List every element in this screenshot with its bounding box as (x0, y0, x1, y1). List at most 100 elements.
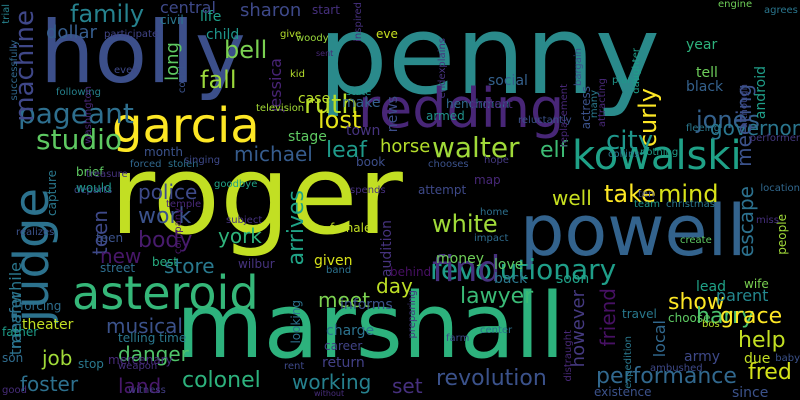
word-stop: stop (78, 358, 104, 370)
word-escape: escape (736, 186, 756, 257)
word-capture: capture (46, 170, 58, 216)
word-goodbye: goodbye (214, 180, 257, 190)
word-company: company (174, 208, 184, 254)
word-map: map (474, 174, 501, 186)
word-nothing: nothing (640, 148, 678, 158)
word-fleeing: fleeing (686, 124, 720, 134)
word-following: following (56, 88, 101, 98)
word-body: body (138, 230, 192, 252)
word-ten: ten (638, 190, 654, 200)
word-home: home (480, 208, 508, 218)
word-father: father (2, 326, 38, 338)
word-behind: behind (390, 266, 431, 278)
word-looking: looking (290, 300, 302, 344)
word-help: help (738, 330, 786, 352)
word-street: street (100, 262, 135, 274)
word-wife: wife (744, 278, 769, 290)
word-location: location (760, 184, 800, 194)
word-washington: washington (84, 86, 94, 144)
word-month: month (144, 146, 183, 158)
word-even: even (114, 66, 139, 76)
word-distraught: distraught (564, 330, 574, 381)
word-could: could (178, 66, 188, 93)
word-weapon: weapon (118, 362, 157, 372)
word-trial: trial (2, 4, 12, 24)
word-woody: woody (296, 34, 329, 44)
word-participate: participate (104, 30, 158, 40)
word-would: would (76, 182, 112, 194)
word-attempt: attempt (418, 184, 466, 196)
word-lead: lead (696, 280, 726, 294)
word-spends: spends (350, 186, 386, 196)
word-engine: engine (718, 0, 752, 10)
word-studio: studio (36, 126, 122, 154)
word-local: local (652, 320, 668, 357)
word-realizes: realizes (16, 228, 54, 238)
word-baby: baby (775, 354, 800, 364)
word-black: black (686, 80, 723, 94)
word-bos: bos (702, 320, 720, 330)
word-singing: singing (184, 156, 220, 166)
word-chooses: chooses (428, 160, 469, 170)
word-audition: audition (380, 220, 394, 277)
word-stage: stage (288, 130, 327, 144)
word-expedition: expedition (624, 336, 634, 389)
word-york: york (218, 226, 262, 246)
word-collins: collins (608, 150, 640, 160)
word-money: money (436, 252, 484, 266)
word-revolution: revolution (436, 368, 547, 390)
word-kid: kid (290, 70, 305, 80)
word-protest: protest (470, 98, 513, 110)
word-make: make (342, 96, 380, 110)
word-reluctantly: reluctantly (518, 116, 572, 126)
word-team: team (634, 200, 660, 210)
word-foster: foster (20, 374, 78, 394)
word-treasure: treasure (86, 170, 128, 180)
word-lawyer: lawyer (460, 286, 533, 308)
word-band: band (326, 266, 351, 276)
word-son: son (2, 352, 23, 364)
word-android: android (754, 66, 768, 119)
word-due: due (744, 352, 770, 366)
word-return: return (322, 356, 365, 370)
word-subject: subject (226, 216, 262, 226)
word-back: back (494, 272, 527, 286)
word-set: set (392, 376, 423, 396)
word-preparing: preparing (408, 290, 418, 338)
word-center: center (480, 326, 512, 336)
word-social: social (488, 74, 528, 88)
word-create: create (680, 236, 712, 246)
word-successfully: successfully (10, 40, 20, 100)
word-rent: rent (284, 362, 304, 372)
word-farm: farm (446, 334, 469, 344)
word-love: love (494, 258, 523, 272)
word-endexplains: endexplains (438, 38, 448, 98)
word-inspired: inspired (354, 2, 364, 42)
word-news: news (386, 96, 400, 132)
word-since: since (732, 386, 768, 400)
word-best: best (152, 256, 178, 268)
word-witness: witness (128, 386, 166, 396)
word-town: town (346, 124, 380, 138)
word-child: child (206, 28, 239, 42)
word-grace: grace (720, 306, 782, 328)
word-friend: friend (598, 288, 618, 347)
word-teen-small: teen (96, 232, 123, 244)
word-state: state (346, 88, 371, 98)
word-female: female (330, 222, 371, 234)
word-start: start (312, 4, 340, 16)
word-soon: soon (556, 272, 589, 286)
word-sent: sent (316, 50, 333, 58)
word-hope: hope (484, 156, 509, 166)
word-civil: civil (160, 14, 184, 26)
word-ambushed: ambushed (650, 364, 703, 374)
word-christmas: christmas (666, 200, 715, 210)
word-impact: impact (474, 234, 508, 244)
word-without: without (314, 390, 344, 398)
word-life: life (200, 10, 221, 24)
word-book: book (356, 156, 385, 168)
word-dollar: dollar (46, 24, 97, 42)
word-well: well (552, 188, 592, 208)
word-miss: miss (756, 216, 779, 226)
